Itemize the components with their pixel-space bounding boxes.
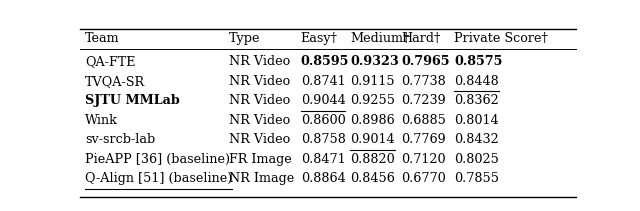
Text: sv-srcb-lab: sv-srcb-lab xyxy=(85,133,156,146)
Text: QA-FTE: QA-FTE xyxy=(85,55,136,68)
Text: NR Video: NR Video xyxy=(229,75,290,88)
Text: 0.9323: 0.9323 xyxy=(350,55,399,68)
Text: 0.9014: 0.9014 xyxy=(350,133,395,146)
Text: 0.6885: 0.6885 xyxy=(401,114,446,127)
Text: NR Video: NR Video xyxy=(229,94,290,107)
Text: 0.8758: 0.8758 xyxy=(301,133,346,146)
Text: 0.8741: 0.8741 xyxy=(301,75,346,88)
Text: TVQA-SR: TVQA-SR xyxy=(85,75,145,88)
Text: 0.8456: 0.8456 xyxy=(350,172,395,185)
Text: PieAPP [36] (baseline): PieAPP [36] (baseline) xyxy=(85,153,230,166)
Text: 0.9044: 0.9044 xyxy=(301,94,346,107)
Text: NR Video: NR Video xyxy=(229,133,290,146)
Text: NR Video: NR Video xyxy=(229,55,290,68)
Text: 0.7738: 0.7738 xyxy=(401,75,446,88)
Text: 0.7855: 0.7855 xyxy=(454,172,499,185)
Text: 0.8432: 0.8432 xyxy=(454,133,499,146)
Text: 0.7120: 0.7120 xyxy=(401,153,446,166)
Text: 0.9115: 0.9115 xyxy=(350,75,395,88)
Text: 0.8471: 0.8471 xyxy=(301,153,346,166)
Text: SJTU MMLab: SJTU MMLab xyxy=(85,94,180,107)
Text: 0.8448: 0.8448 xyxy=(454,75,499,88)
Text: Private Score†: Private Score† xyxy=(454,32,548,45)
Text: 0.8362: 0.8362 xyxy=(454,94,499,107)
Text: Easy†: Easy† xyxy=(301,32,338,45)
Text: 0.8820: 0.8820 xyxy=(350,153,395,166)
Text: 0.8575: 0.8575 xyxy=(454,55,503,68)
Text: NR Image: NR Image xyxy=(229,172,294,185)
Text: 0.7965: 0.7965 xyxy=(401,55,450,68)
Text: 0.8025: 0.8025 xyxy=(454,153,499,166)
Text: Type: Type xyxy=(229,32,260,45)
Text: 0.9255: 0.9255 xyxy=(350,94,396,107)
Text: Q-Align [51] (baseline): Q-Align [51] (baseline) xyxy=(85,172,232,185)
Text: 0.6770: 0.6770 xyxy=(401,172,446,185)
Text: 0.8864: 0.8864 xyxy=(301,172,346,185)
Text: 0.8014: 0.8014 xyxy=(454,114,499,127)
Text: 0.7239: 0.7239 xyxy=(401,94,446,107)
Text: Wink: Wink xyxy=(85,114,118,127)
Text: 0.8595: 0.8595 xyxy=(301,55,349,68)
Text: Medium†: Medium† xyxy=(350,32,410,45)
Text: Hard†: Hard† xyxy=(401,32,441,45)
Text: FR Image: FR Image xyxy=(229,153,292,166)
Text: NR Video: NR Video xyxy=(229,114,290,127)
Text: 0.8600: 0.8600 xyxy=(301,114,346,127)
Text: Team: Team xyxy=(85,32,120,45)
Text: 0.7769: 0.7769 xyxy=(401,133,446,146)
Text: 0.8986: 0.8986 xyxy=(350,114,395,127)
